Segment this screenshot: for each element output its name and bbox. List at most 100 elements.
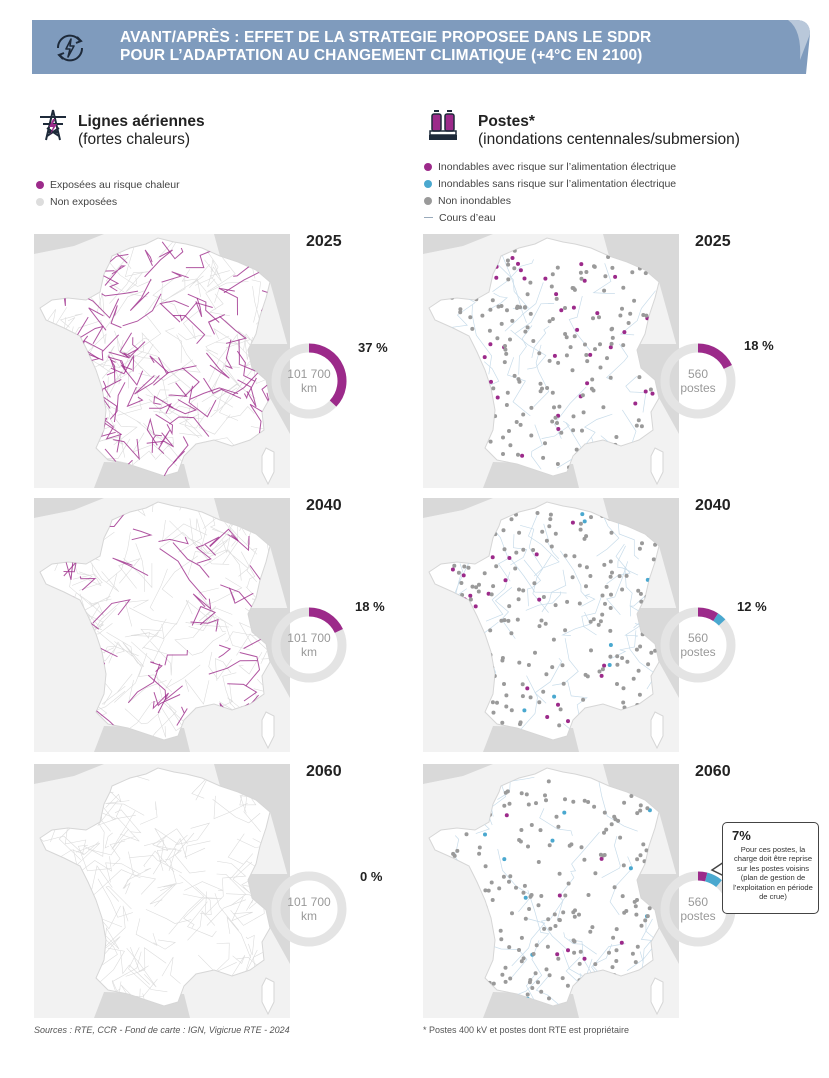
substation-dot	[602, 830, 606, 835]
legend-label-exposed: Exposées au risque chaleur	[50, 178, 180, 191]
substation-dot-risk	[457, 438, 462, 443]
power-line	[207, 266, 220, 288]
river	[560, 550, 588, 600]
power-line	[145, 909, 192, 924]
power-line	[211, 356, 234, 408]
river	[601, 836, 621, 879]
substation-dot	[591, 316, 595, 321]
corsica-outline	[650, 977, 664, 1016]
substation-dot	[551, 637, 556, 642]
power-line	[130, 623, 165, 663]
donut-segment-risk	[308, 343, 347, 407]
river	[623, 466, 659, 476]
substation-dot	[477, 845, 482, 850]
substation-dot-risk	[571, 305, 576, 310]
substation-dot	[620, 894, 625, 899]
substation-dot	[555, 265, 560, 270]
substation-dot	[496, 304, 501, 309]
power-line-exposed	[237, 379, 257, 408]
substation-dot	[449, 445, 454, 450]
substation-dot-risk	[579, 262, 584, 267]
neighbour-land	[603, 498, 679, 618]
substation-dot	[523, 916, 528, 921]
substation-dot	[556, 360, 561, 365]
power-line	[246, 547, 258, 583]
substation-dot	[534, 943, 539, 948]
substation-dot	[564, 353, 569, 358]
substation-dot	[607, 950, 611, 955]
river	[606, 543, 631, 585]
substation-dot	[453, 554, 458, 559]
substation-dot	[547, 319, 552, 324]
power-line-exposed	[78, 335, 100, 363]
substation-dot	[621, 686, 626, 691]
substation-dot	[477, 373, 482, 378]
substation-dot	[604, 827, 609, 832]
substation-dot	[477, 582, 481, 587]
river	[591, 437, 610, 476]
substation-dot	[461, 697, 465, 702]
power-line	[62, 373, 86, 399]
substation-dot	[525, 992, 530, 997]
donut-total-unit: km	[301, 381, 317, 395]
substation-dot	[462, 918, 466, 923]
substation-dot	[555, 421, 559, 425]
power-line-exposed	[63, 258, 83, 284]
power-line-exposed	[236, 350, 256, 382]
substation-dot	[554, 814, 559, 819]
substation-dot	[643, 918, 648, 923]
substation-dot	[584, 584, 588, 589]
donut-track	[271, 871, 347, 947]
legend-item-flood-risk: Inondables avec risque sur l’alimentatio…	[424, 158, 676, 175]
substation-dot	[590, 925, 595, 930]
power-line	[161, 555, 198, 598]
power-line	[226, 916, 251, 959]
substation-dot	[468, 315, 473, 320]
power-line	[178, 518, 203, 553]
substation-dot	[622, 705, 627, 710]
substation-dot-risk	[582, 278, 587, 283]
substation-dot	[610, 965, 615, 970]
corsica-outline	[261, 447, 275, 486]
power-line	[212, 798, 261, 824]
power-line-exposed	[182, 367, 200, 398]
substation-dot	[597, 669, 602, 674]
power-line	[106, 573, 118, 602]
power-line	[153, 405, 196, 415]
power-line-exposed	[79, 576, 97, 591]
substation-dot	[638, 808, 643, 813]
donut-total-unit: km	[301, 909, 317, 923]
substation-dot	[631, 974, 636, 979]
river	[541, 420, 570, 439]
substation-dot	[463, 371, 468, 376]
substation-dot	[552, 405, 556, 410]
substation-dot	[482, 454, 487, 459]
substation-dot	[495, 700, 499, 705]
river	[603, 984, 633, 1006]
substation-dot	[612, 885, 617, 890]
substation-dot	[539, 894, 544, 898]
substation-dot	[646, 662, 651, 667]
power-line	[161, 705, 183, 732]
power-line	[105, 862, 141, 883]
power-line-exposed	[72, 635, 86, 642]
substation-dot	[469, 783, 474, 788]
substation-dot	[521, 956, 526, 961]
power-line-exposed	[150, 661, 163, 672]
power-line-exposed	[92, 599, 131, 624]
substation-dot	[580, 428, 584, 433]
substation-dot	[540, 386, 544, 391]
legend-label-not-floodable: Non inondables	[438, 194, 511, 207]
substation-dot	[621, 700, 626, 705]
substation-dot	[577, 961, 582, 966]
substation-dot	[589, 648, 593, 653]
substation-dot	[622, 800, 627, 805]
substation-dot-risk	[599, 856, 604, 861]
power-line	[238, 651, 263, 675]
power-line	[77, 844, 112, 872]
substation-dot-risk	[554, 292, 559, 297]
power-line-exposed	[208, 660, 258, 675]
power-line	[40, 371, 61, 407]
substation-dot	[626, 321, 631, 325]
substation-dot	[449, 921, 454, 926]
